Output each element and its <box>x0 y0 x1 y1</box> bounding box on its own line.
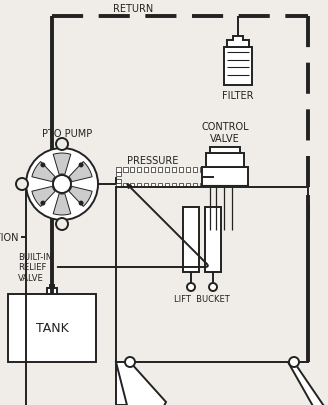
Bar <box>172 183 176 188</box>
Text: RETURN: RETURN <box>113 4 154 14</box>
Bar <box>206 153 244 168</box>
Bar <box>116 172 120 177</box>
Bar <box>210 172 214 177</box>
Bar <box>151 183 155 188</box>
Polygon shape <box>69 187 92 207</box>
Bar <box>179 168 183 172</box>
Text: —SUCTION: —SUCTION <box>0 232 19 243</box>
Bar <box>144 183 149 188</box>
Bar <box>123 168 128 172</box>
Bar <box>186 183 191 188</box>
Circle shape <box>79 163 84 168</box>
Bar <box>183 207 199 272</box>
Bar <box>116 179 120 183</box>
Polygon shape <box>116 362 166 405</box>
Bar <box>116 362 130 405</box>
Circle shape <box>56 218 68 230</box>
Bar <box>116 183 120 188</box>
Circle shape <box>40 163 45 168</box>
Bar <box>116 188 308 362</box>
Polygon shape <box>227 37 249 48</box>
Bar <box>186 168 191 172</box>
Text: CONTROL
VALVE: CONTROL VALVE <box>201 122 249 144</box>
Bar <box>116 168 120 172</box>
Circle shape <box>187 284 195 291</box>
Bar <box>50 285 54 288</box>
Bar <box>158 183 162 188</box>
Circle shape <box>79 201 84 206</box>
Text: PRESSURE: PRESSURE <box>127 156 179 166</box>
Bar <box>207 168 212 172</box>
Circle shape <box>40 201 45 206</box>
Text: FILTER: FILTER <box>222 91 254 101</box>
Circle shape <box>125 357 135 367</box>
Bar <box>210 148 240 153</box>
Bar <box>172 168 176 172</box>
Bar <box>47 288 57 294</box>
Polygon shape <box>32 162 55 182</box>
Bar <box>206 222 244 230</box>
Bar <box>8 294 96 362</box>
Text: LIFT  BUCKET: LIFT BUCKET <box>174 294 230 303</box>
Bar <box>130 168 134 172</box>
Polygon shape <box>53 194 71 215</box>
Text: BUILT-IN
RELIEF
VALVE: BUILT-IN RELIEF VALVE <box>18 185 208 282</box>
Circle shape <box>16 179 28 190</box>
Polygon shape <box>288 362 328 405</box>
Text: PTO PUMP: PTO PUMP <box>42 129 92 139</box>
Bar <box>130 183 134 188</box>
Bar <box>144 168 149 172</box>
Bar <box>200 183 204 188</box>
Bar <box>158 168 162 172</box>
Circle shape <box>26 149 98 220</box>
Circle shape <box>289 357 299 367</box>
Polygon shape <box>69 162 92 182</box>
Bar <box>165 168 170 172</box>
Bar <box>200 168 204 172</box>
Circle shape <box>209 284 217 291</box>
Bar <box>193 183 197 188</box>
Polygon shape <box>32 187 55 207</box>
Bar <box>165 183 170 188</box>
Bar <box>151 168 155 172</box>
Circle shape <box>56 139 68 151</box>
Bar <box>205 207 221 272</box>
Bar <box>137 183 141 188</box>
Bar <box>193 168 197 172</box>
Bar <box>210 179 214 183</box>
Text: TANK: TANK <box>36 322 68 335</box>
Bar <box>123 183 128 188</box>
Bar <box>137 168 141 172</box>
Circle shape <box>53 175 71 194</box>
Bar <box>224 48 252 86</box>
Polygon shape <box>53 153 71 175</box>
Bar <box>202 168 248 222</box>
Bar <box>207 183 212 188</box>
Bar <box>179 183 183 188</box>
